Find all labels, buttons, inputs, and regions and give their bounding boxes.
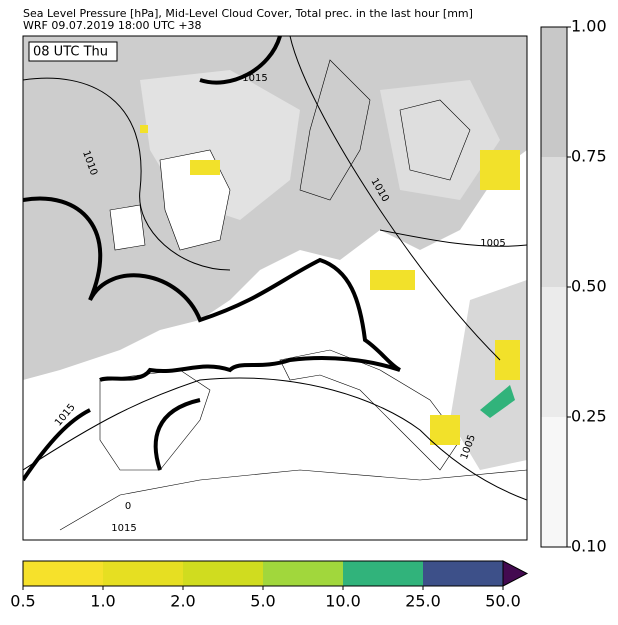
contour-label: 0 xyxy=(125,501,131,512)
tick-label: 0.25 xyxy=(571,407,607,426)
contour-label: 1005 xyxy=(480,238,505,249)
colorbar-segment xyxy=(423,561,503,586)
colorbar-segment xyxy=(263,561,343,586)
time-label: 08 UTC Thu xyxy=(33,45,108,60)
tick-label: 0.10 xyxy=(571,537,607,556)
tick-label: 25.0 xyxy=(405,592,441,611)
coastline xyxy=(279,349,461,471)
tick-label: 2.0 xyxy=(170,592,195,611)
tick-label: 0.5 xyxy=(10,592,35,611)
map: 08 UTC Thu 1015 1010 1010 1005 1015 1005… xyxy=(22,35,528,541)
precip-colorbar: 0.5 1.0 2.0 5.0 10.0 25.0 50.0 xyxy=(10,560,529,611)
map-frame xyxy=(22,35,528,541)
precip xyxy=(480,385,515,418)
isobars-thick xyxy=(23,36,402,482)
coastline xyxy=(59,469,527,531)
tick-label: 1.0 xyxy=(90,592,115,611)
tick-label: 0.50 xyxy=(571,277,607,296)
colorbar-segment xyxy=(183,561,263,586)
precip xyxy=(140,125,520,445)
coastline xyxy=(99,369,211,471)
contour-label: 1015 xyxy=(111,523,136,534)
colorbar-segment xyxy=(541,157,567,287)
tick-label: 50.0 xyxy=(485,592,521,611)
coastline xyxy=(299,59,471,201)
tick-label: 0.75 xyxy=(571,147,607,166)
colorbar-extension xyxy=(502,560,529,587)
time-label-box xyxy=(28,41,118,62)
colorbar-segment xyxy=(343,561,423,586)
colorbar-segment xyxy=(541,287,567,417)
colorbar-segment xyxy=(541,417,567,547)
subtitle: WRF 09.07.2019 18:00 UTC +38 xyxy=(23,19,202,32)
title: Sea Level Pressure [hPa], Mid-Level Clou… xyxy=(23,7,473,20)
colorbar-segment xyxy=(23,561,103,586)
colorbar-segment xyxy=(103,561,183,586)
tick-label: 10.0 xyxy=(325,592,361,611)
contour-label: 1015 xyxy=(242,73,267,84)
tick-label: 1.00 xyxy=(571,17,607,36)
tick-label: 5.0 xyxy=(250,592,275,611)
cloud-colorbar: 0.10 0.25 0.50 0.75 1.00 xyxy=(540,17,607,556)
colorbar-segment xyxy=(541,27,567,157)
isobars xyxy=(23,36,527,501)
